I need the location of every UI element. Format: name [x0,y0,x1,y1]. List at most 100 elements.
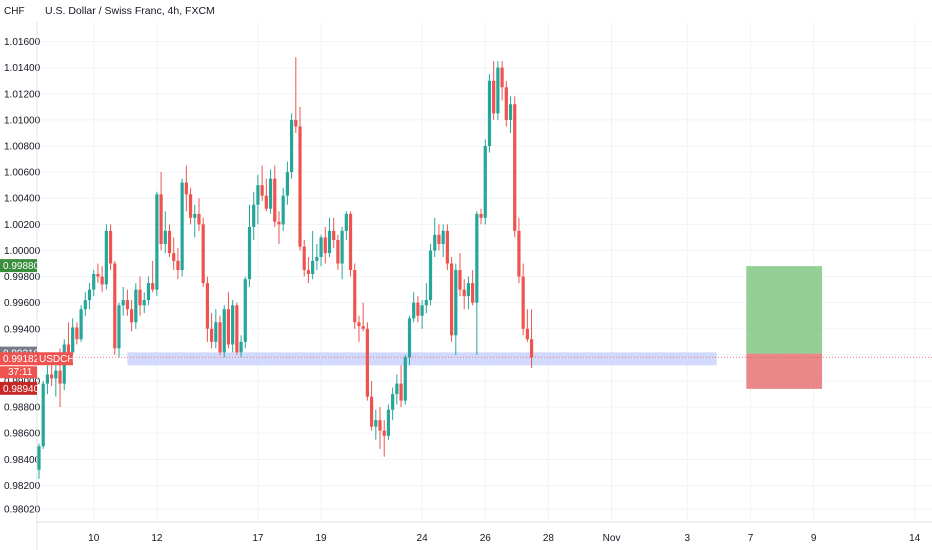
candle-body[interactable] [315,256,319,261]
candle-body[interactable] [281,195,285,225]
candle-body[interactable] [277,221,281,225]
candle-body[interactable] [311,260,315,274]
candle-body[interactable] [226,309,231,345]
candle-body[interactable] [403,357,407,401]
candle-body[interactable] [231,305,235,345]
candle-body[interactable] [500,67,504,88]
candle-body[interactable] [264,195,268,209]
candle-body[interactable] [433,234,437,251]
candle-body[interactable] [159,194,163,244]
candle-body[interactable] [151,283,155,290]
candle-body[interactable] [416,302,420,316]
candle-body[interactable] [138,289,142,306]
candle-body[interactable] [243,279,247,342]
candle-body[interactable] [247,226,252,280]
candle-body[interactable] [513,104,517,231]
candle-body[interactable] [214,322,218,342]
candle-body[interactable] [357,322,361,327]
candle-body[interactable] [172,253,176,261]
candle-body[interactable] [235,305,239,353]
candle-body[interactable] [361,326,365,329]
candle-body[interactable] [260,185,264,196]
candle-body[interactable] [517,230,521,277]
candle-body[interactable] [142,300,146,306]
candle-body[interactable] [508,104,513,120]
candle-body[interactable] [218,322,222,353]
candle-body[interactable] [87,289,92,301]
candle-body[interactable] [483,146,487,218]
candle-body[interactable] [75,327,79,340]
candle-body[interactable] [369,396,374,427]
candle-body[interactable] [188,194,193,218]
candle-body[interactable] [521,276,525,329]
candle-body[interactable] [79,309,83,340]
candle-body[interactable] [167,230,172,254]
candle-body[interactable] [504,87,508,120]
candle-body[interactable] [45,374,50,384]
candle-body[interactable] [290,119,294,173]
candle-body[interactable] [407,318,412,358]
candle-body[interactable] [382,430,386,436]
candle-body[interactable] [344,213,348,231]
candle-body[interactable] [41,383,45,447]
candle-body[interactable] [391,394,395,410]
candle-body[interactable] [163,230,167,244]
candle-body[interactable] [399,383,403,401]
candle-body[interactable] [54,370,58,379]
candle-body[interactable] [130,309,134,323]
candle-body[interactable] [424,300,428,306]
candle-body[interactable] [239,341,243,353]
candle-body[interactable] [475,213,479,303]
candle-body[interactable] [71,327,75,353]
candle-body[interactable] [353,270,357,323]
candle-body[interactable] [420,305,424,316]
candle-body[interactable] [113,263,117,349]
candle-body[interactable] [466,283,471,297]
candle-body[interactable] [92,273,96,290]
take-profit-zone[interactable] [746,266,823,354]
candle-body[interactable] [268,178,273,209]
candle-body[interactable] [273,178,277,222]
candle-body[interactable] [462,289,466,297]
candle-body[interactable] [100,276,104,285]
candle-body[interactable] [96,273,100,277]
candle-body[interactable] [222,309,226,353]
candle-body[interactable] [184,182,188,195]
candle-body[interactable] [340,230,344,264]
candle-body[interactable] [37,446,41,470]
candle-body[interactable] [386,409,391,436]
candle-body[interactable] [146,283,151,301]
candle-body[interactable] [454,270,458,336]
candle-body[interactable] [529,339,534,358]
candle-body[interactable] [121,300,125,306]
support-zone[interactable] [127,352,717,366]
candle-body[interactable] [378,420,382,431]
candle-body[interactable] [525,328,529,340]
candle-body[interactable] [155,194,159,290]
stop-loss-zone[interactable] [746,353,823,389]
candle-body[interactable] [298,126,302,247]
candle-body[interactable] [306,270,311,274]
candle-body[interactable] [176,260,180,271]
candle-body[interactable] [197,213,201,225]
candle-body[interactable] [458,270,462,290]
candle-body[interactable] [252,204,256,227]
candle-body[interactable] [193,213,197,218]
candle-body[interactable] [492,80,496,114]
candle-body[interactable] [323,237,327,254]
candle-body[interactable] [336,240,340,264]
candle-body[interactable] [180,182,184,271]
candle-body[interactable] [449,263,454,336]
candle-body[interactable] [412,302,416,319]
candle-body[interactable] [395,383,399,395]
candle-body[interactable] [108,230,113,264]
candle-body[interactable] [365,328,369,397]
candle-body[interactable] [428,250,433,301]
candle-body[interactable] [471,283,475,303]
candle-body[interactable] [66,344,71,353]
candle-body[interactable] [117,305,121,349]
candle-body[interactable] [205,283,209,329]
candle-body[interactable] [437,234,441,244]
candle-body[interactable] [332,230,336,241]
